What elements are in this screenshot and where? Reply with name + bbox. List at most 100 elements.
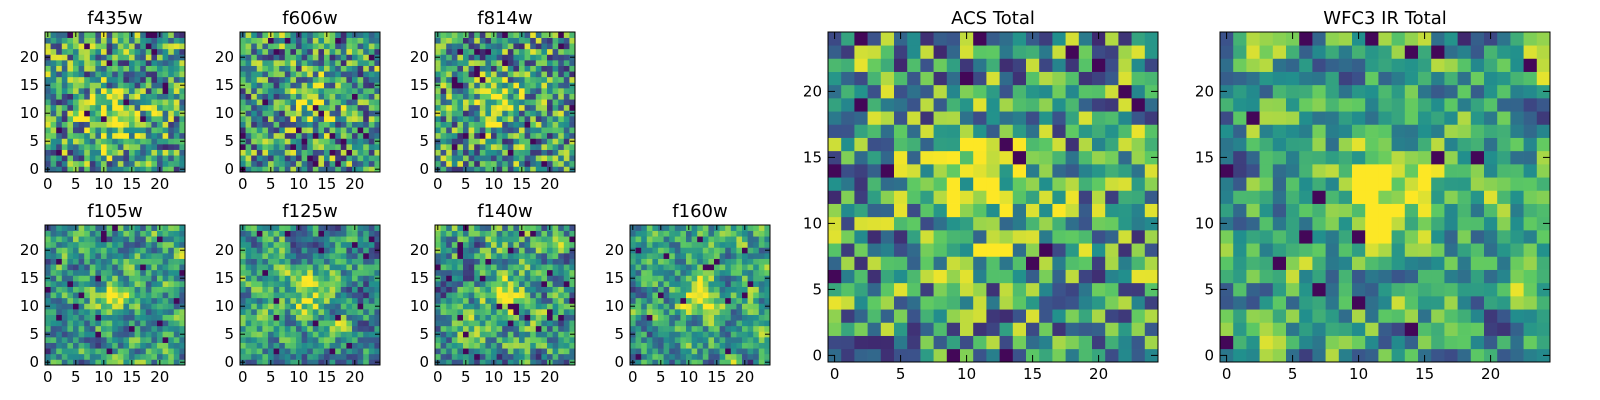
heatmap-cell bbox=[691, 297, 698, 304]
heatmap-cell bbox=[318, 359, 325, 366]
heatmap-cell bbox=[145, 155, 152, 162]
chart-title: f435w bbox=[87, 8, 142, 29]
heatmap-cell bbox=[329, 48, 336, 55]
heatmap-cell bbox=[50, 144, 57, 150]
heatmap-cell bbox=[496, 297, 503, 304]
heatmap-cell bbox=[301, 320, 308, 327]
heatmap-cell bbox=[145, 43, 152, 50]
heatmap-cell bbox=[256, 93, 263, 100]
heatmap-cell bbox=[61, 314, 68, 321]
heatmap-cell bbox=[346, 286, 353, 293]
heatmap-cell bbox=[547, 325, 553, 332]
heatmap-cell bbox=[440, 104, 447, 111]
heatmap-cell bbox=[563, 342, 570, 349]
heatmap-cell bbox=[67, 275, 74, 282]
heatmap-cell bbox=[284, 65, 291, 72]
heatmap-cell bbox=[340, 297, 347, 304]
heatmap-cell bbox=[101, 65, 107, 72]
heatmap-cell bbox=[312, 99, 319, 106]
heatmap-cell bbox=[335, 264, 342, 271]
heatmap-cell bbox=[563, 32, 570, 38]
heatmap-cell bbox=[45, 236, 51, 243]
heatmap-cell bbox=[496, 160, 503, 167]
heatmap-cell bbox=[279, 236, 286, 243]
heatmap-cell bbox=[519, 303, 525, 310]
heatmap-cell bbox=[920, 164, 934, 178]
heatmap-cell bbox=[145, 54, 152, 61]
heatmap-cell bbox=[630, 292, 636, 299]
heatmap-cell bbox=[535, 149, 542, 156]
heatmap-cell bbox=[446, 71, 453, 78]
heatmap-cell bbox=[708, 359, 715, 366]
heatmap-cell bbox=[162, 32, 169, 38]
heatmap-cell bbox=[999, 309, 1014, 323]
heatmap-cell bbox=[719, 225, 726, 231]
heatmap-cell bbox=[363, 71, 370, 78]
heatmap-cell bbox=[112, 230, 119, 237]
heatmap-cell bbox=[134, 309, 141, 315]
heatmap-cell bbox=[284, 342, 291, 349]
heatmap-cell bbox=[374, 155, 381, 162]
heatmap-cell bbox=[61, 264, 68, 271]
heatmap-cell bbox=[56, 236, 63, 243]
heatmap-cell bbox=[245, 247, 252, 254]
heatmap-cell bbox=[451, 359, 458, 366]
heatmap-cell bbox=[758, 303, 765, 310]
heatmap-cell bbox=[440, 331, 447, 338]
heatmap-cell bbox=[78, 247, 85, 254]
heatmap-cell bbox=[530, 132, 537, 139]
heatmap-cell bbox=[67, 225, 74, 231]
heatmap-cell bbox=[524, 71, 531, 78]
heatmap-cell bbox=[669, 236, 676, 243]
heatmap-cell bbox=[457, 43, 464, 50]
heatmap-cell bbox=[635, 269, 642, 276]
heatmap-cell bbox=[920, 150, 934, 165]
heatmap-cell bbox=[262, 116, 269, 122]
heatmap-cell bbox=[519, 37, 525, 44]
heatmap-cell bbox=[374, 37, 381, 44]
heatmap-cell bbox=[742, 286, 748, 293]
heatmap-cell bbox=[151, 60, 158, 66]
axes-frame bbox=[434, 31, 576, 173]
heatmap-cell bbox=[753, 331, 760, 338]
heatmap-cell bbox=[558, 127, 565, 134]
heatmap-cell bbox=[558, 281, 565, 287]
heatmap-cell bbox=[1012, 164, 1027, 178]
heatmap-cell bbox=[435, 144, 441, 150]
heatmap-cell bbox=[129, 99, 135, 106]
heatmap-cell bbox=[157, 320, 163, 327]
heatmap-cell bbox=[507, 99, 514, 106]
heatmap-cell bbox=[652, 353, 659, 360]
heatmap-cell bbox=[179, 37, 186, 44]
heatmap-cell bbox=[123, 132, 130, 139]
heatmap-cell bbox=[89, 264, 96, 271]
heatmap-cell bbox=[134, 320, 141, 327]
heatmap-cell bbox=[368, 48, 375, 55]
heatmap-cell bbox=[451, 253, 458, 259]
heatmap-cell bbox=[273, 353, 280, 360]
heatmap-cell bbox=[635, 241, 642, 248]
heatmap-cell bbox=[479, 236, 486, 243]
heatmap-cell bbox=[569, 320, 576, 327]
heatmap-cell bbox=[491, 269, 497, 276]
heatmap-cell bbox=[151, 104, 158, 111]
heatmap-cell bbox=[89, 60, 96, 66]
heatmap-cell bbox=[268, 138, 274, 145]
heatmap-cell bbox=[363, 99, 370, 106]
heatmap-cell bbox=[67, 43, 74, 50]
heatmap-cell bbox=[368, 353, 375, 360]
heatmap-cell bbox=[256, 253, 263, 259]
heatmap-cell bbox=[89, 71, 96, 78]
heatmap-cell bbox=[630, 269, 636, 276]
heatmap-cell bbox=[168, 155, 175, 162]
heatmap-cell bbox=[1078, 309, 1093, 323]
heatmap-cell bbox=[301, 359, 308, 366]
heatmap-cell bbox=[485, 247, 492, 254]
heatmap-cell bbox=[329, 60, 336, 66]
heatmap-cell bbox=[973, 203, 987, 218]
heatmap-cell bbox=[173, 353, 180, 360]
heatmap-cell bbox=[307, 230, 314, 237]
heatmap-cell bbox=[513, 353, 520, 360]
heatmap-cell bbox=[880, 203, 895, 218]
heatmap-cell bbox=[569, 132, 576, 139]
